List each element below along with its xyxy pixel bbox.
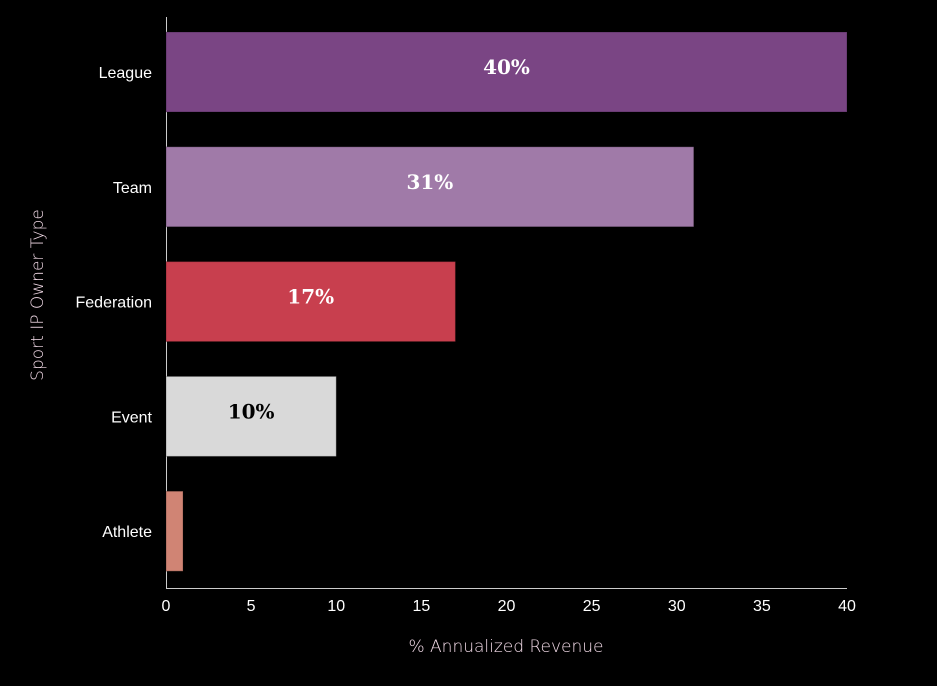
x-tick-label: 10	[327, 598, 345, 615]
x-tick-label: 5	[247, 598, 256, 615]
bar-league	[165, 31, 848, 113]
x-tick-label: 40	[838, 598, 856, 615]
category-label: Federation	[76, 295, 153, 312]
data-label: 40%	[483, 55, 530, 79]
y-axis-title: Sport IP Owner Type	[28, 209, 48, 381]
x-tick-label: 0	[162, 598, 171, 615]
x-tick-label: 35	[753, 598, 771, 615]
x-axis-title: % Annualized Revenue	[409, 637, 604, 657]
x-tick-label: 30	[668, 598, 686, 615]
x-tick-label: 20	[498, 598, 516, 615]
bar-athlete	[165, 490, 184, 572]
bar-federation	[165, 261, 456, 343]
data-label: 10%	[228, 399, 275, 423]
category-label: Event	[111, 409, 152, 426]
category-label: Team	[113, 180, 152, 197]
x-tick-label: 15	[412, 598, 430, 615]
x-tick-label: 25	[583, 598, 601, 615]
data-label: 31%	[406, 170, 453, 194]
category-label: Athlete	[102, 524, 152, 541]
data-label: 17%	[287, 285, 334, 309]
bar-team	[165, 146, 695, 228]
bar-event	[165, 375, 337, 457]
category-label: League	[99, 65, 152, 82]
